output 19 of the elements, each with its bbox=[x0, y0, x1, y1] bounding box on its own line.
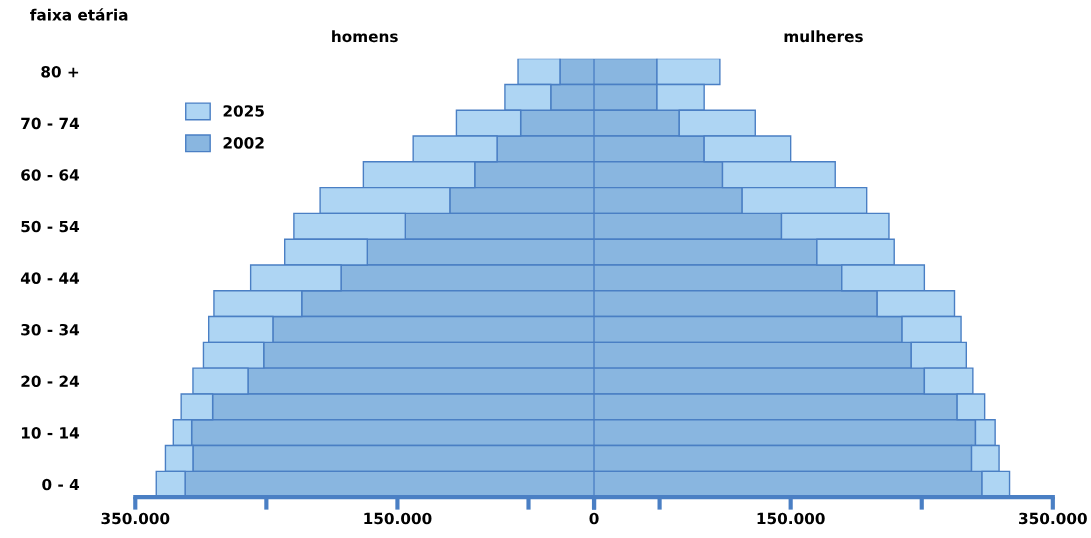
y-tick-label: 80 + bbox=[41, 66, 79, 78]
y-tick-label: 60 - 64 bbox=[21, 169, 80, 181]
y-tick-label: 10 - 14 bbox=[21, 427, 80, 439]
x-tick-label: 150.000 bbox=[364, 512, 432, 525]
y-tick-label: 40 - 44 bbox=[20, 272, 80, 284]
y-tick-label: 30 - 34 bbox=[21, 323, 80, 336]
y-tick-label: 70 - 74 bbox=[21, 117, 80, 130]
legend-label: 2002 bbox=[223, 137, 264, 149]
y-tick-label: 0 - 4 bbox=[42, 478, 80, 491]
x-tick-label: 150.000 bbox=[757, 512, 825, 525]
y-tick-label: 50 - 54 bbox=[21, 220, 80, 233]
x-tick-label: 350.000 bbox=[1019, 512, 1087, 525]
x-tick-label: 0 bbox=[589, 512, 599, 525]
y-axis-title: faixa etária bbox=[30, 8, 128, 21]
legend-label: 2025 bbox=[223, 105, 264, 117]
x-tick-label: 350.000 bbox=[101, 512, 170, 525]
y-tick-label: 20 - 24 bbox=[21, 375, 80, 388]
chart-title: homens bbox=[332, 30, 398, 43]
chart-title: mulheres bbox=[784, 30, 863, 43]
